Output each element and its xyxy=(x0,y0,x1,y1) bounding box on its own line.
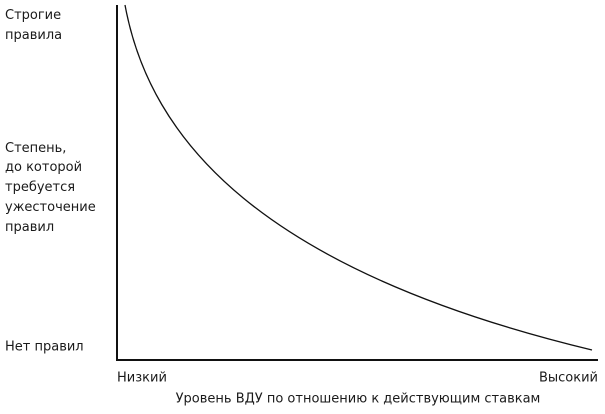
x-axis-title: Уровень ВДУ по отношению к действующим с… xyxy=(176,392,541,407)
x-left-label: Низкий xyxy=(117,371,167,386)
y-title-line: требуется xyxy=(5,180,75,195)
top-label-line: правила xyxy=(5,28,62,43)
top-label: Строгие правила xyxy=(5,8,65,43)
curve xyxy=(124,4,593,351)
bottom-label: Нет правил xyxy=(5,340,84,355)
y-title-line: до которой xyxy=(5,160,82,175)
y-axis-title: Степень, до которой требуется ужесточени… xyxy=(5,141,100,235)
x-right-label: Высокий xyxy=(539,371,598,386)
y-title-line: правил xyxy=(5,220,54,235)
y-title-line: ужесточение xyxy=(5,200,96,215)
y-title-line: Степень, xyxy=(5,141,66,156)
top-label-line: Строгие xyxy=(5,8,61,23)
